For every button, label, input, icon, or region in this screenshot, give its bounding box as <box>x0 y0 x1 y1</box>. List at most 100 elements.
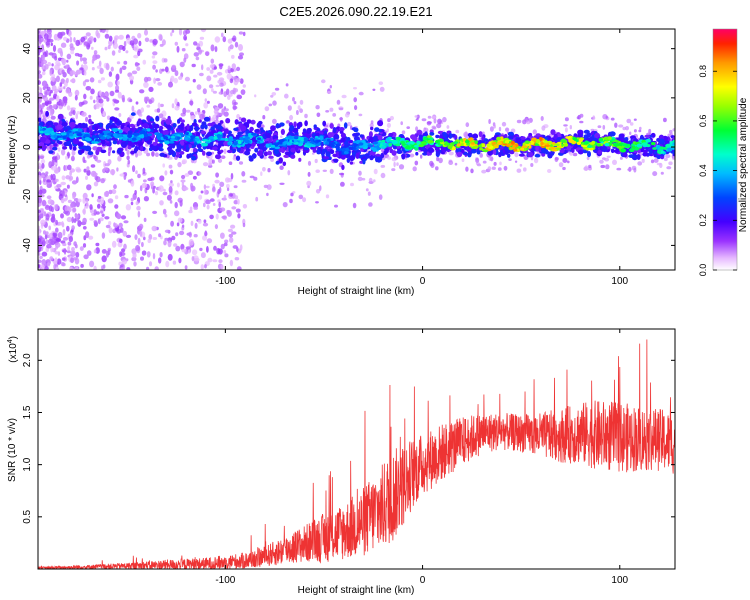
spectrogram-noise-cell <box>668 161 673 166</box>
spectrogram-noise-cell <box>166 194 172 201</box>
spectrogram-noise-cell <box>84 79 90 83</box>
spectrogram-noise-cell <box>586 156 590 161</box>
spectrogram-noise-cell <box>229 44 234 50</box>
spectrogram-noise-cell <box>654 158 658 162</box>
spectrogram-noise-cell <box>514 160 518 163</box>
spectrogram-band-cell <box>123 126 129 132</box>
spectrogram-noise-cell <box>46 106 52 111</box>
spectrogram-band-cell <box>191 155 197 161</box>
spectrogram-noise-cell <box>51 248 55 253</box>
spectrogram-noise-cell <box>147 238 152 244</box>
spectrogram-band-cell <box>550 151 555 156</box>
spectrogram-noise-cell <box>83 60 88 65</box>
spectrogram-band-cell <box>240 125 247 132</box>
spectrogram-noise-cell <box>48 205 53 212</box>
spectrogram-noise-cell <box>93 249 97 254</box>
spectrogram-ridge-cell <box>565 136 571 139</box>
spectrogram-band-cell <box>106 141 111 147</box>
spectrogram-noise-cell <box>400 121 404 126</box>
spectrogram-noise-cell <box>107 198 114 204</box>
spectrogram-ridge-cell <box>525 141 530 144</box>
spectrogram-noise-cell <box>74 266 79 270</box>
spectrogram-noise-cell <box>100 210 104 214</box>
spectrogram-noise-cell <box>141 241 144 248</box>
spectrogram-noise-cell <box>165 260 170 268</box>
spectrogram-noise-cell <box>242 222 246 228</box>
snr-panel: 0.51.01.52.0 -100 0 100 Height of straight… <box>7 328 676 596</box>
chart-title: C2E5.2026.090.22.19.E21 <box>279 4 432 19</box>
spectrogram-noise-cell <box>588 164 592 168</box>
spectrogram-noise-cell <box>347 121 352 127</box>
spectrogram-ridge-cell <box>493 144 499 148</box>
spectrogram-noise-cell <box>134 190 137 195</box>
spectrogram-ridge-cell <box>604 136 608 141</box>
spectrogram-ridge-cell <box>422 136 427 141</box>
spectrogram-noise-cell <box>69 36 73 43</box>
spectrogram-ridge-cell <box>486 143 491 148</box>
spectrogram-noise-cell <box>315 105 320 110</box>
spectrogram-noise-cell <box>221 108 225 115</box>
spectrogram-noise-cell <box>146 251 151 258</box>
spectrogram-noise-cell <box>129 75 135 81</box>
spectrogram-band-cell <box>346 137 351 142</box>
spectrogram-band-cell <box>80 148 85 154</box>
spectrogram-noise-cell <box>117 155 122 162</box>
spectrogram-noise-cell <box>176 182 180 188</box>
spectrogram-noise-cell <box>40 264 45 270</box>
spectrogram-ridge-cell <box>348 146 353 150</box>
spectrogram-ridge-cell <box>513 148 518 152</box>
spectrogram-noise-cell <box>117 91 122 99</box>
spectrogram-band-cell <box>100 149 107 154</box>
spectrogram-noise-cell <box>287 170 291 176</box>
spectrogram-noise-cell <box>262 115 266 120</box>
spectrogram-noise-cell <box>118 49 121 53</box>
spectrogram-noise-cell <box>223 194 227 201</box>
spectrogram-noise-cell <box>508 158 512 162</box>
spectrogram-noise-cell <box>119 238 123 243</box>
spectrogram-noise-cell <box>93 209 97 216</box>
spectrogram-noise-cell <box>107 151 111 157</box>
spectrogram-noise-cell <box>610 117 615 121</box>
spectrogram-noise-cell <box>119 173 125 177</box>
spectrogram-noise-cell <box>164 66 169 73</box>
spectrogram-band-cell <box>233 127 239 131</box>
spectrogram-noise-cell <box>143 76 149 83</box>
spectrogram-band-cell <box>48 150 54 154</box>
spectrogram-noise-cell <box>48 232 53 240</box>
spectrogram-ridge-cell <box>551 142 556 145</box>
spectrogram-noise-cell <box>46 195 52 200</box>
spectrogram-noise-cell <box>289 198 293 204</box>
spectrogram-noise-cell <box>212 90 217 94</box>
spectrogram-noise-cell <box>41 44 45 51</box>
spectrogram-noise-cell <box>126 155 130 161</box>
spectrogram-noise-cell <box>167 240 172 248</box>
spectrogram-noise-cell <box>299 99 304 105</box>
spectrogram-noise-cell <box>38 105 43 109</box>
spectrogram-noise-cell <box>663 157 668 162</box>
spectrogram-noise-cell <box>75 113 78 120</box>
spectrogram-noise-cell <box>64 205 71 212</box>
spectrogram-band-cell <box>270 125 276 132</box>
spectrogram-noise-cell <box>228 233 233 238</box>
spectrogram-noise-cell <box>236 94 243 100</box>
spectrogram-noise-cell <box>47 100 52 105</box>
spectrogram-noise-cell <box>136 205 141 211</box>
spectrogram-noise-cell <box>75 39 81 47</box>
spectrogram-noise-cell <box>660 171 664 175</box>
spectrogram-noise-cell <box>134 234 138 241</box>
spectrogram-band-cell <box>467 151 472 156</box>
spectrogram-ridge-cell <box>139 130 145 135</box>
spectrogram-band-cell <box>577 149 584 155</box>
spectrogram-noise-cell <box>92 54 96 62</box>
spectrogram-noise-cell <box>43 33 49 40</box>
spectrogram-noise-cell <box>358 113 363 117</box>
spectrogram-noise-cell <box>38 111 42 115</box>
spectrogram-ridge-cell <box>265 143 270 148</box>
spectrogram-noise-cell <box>373 168 378 175</box>
spectrogram-noise-cell <box>564 127 568 133</box>
spectrogram-noise-cell <box>152 38 158 46</box>
spectrogram-noise-cell <box>122 45 126 52</box>
spectrogram-noise-cell <box>83 41 89 46</box>
spectrogram-noise-cell <box>119 267 126 270</box>
spectrogram-noise-cell <box>62 237 69 241</box>
